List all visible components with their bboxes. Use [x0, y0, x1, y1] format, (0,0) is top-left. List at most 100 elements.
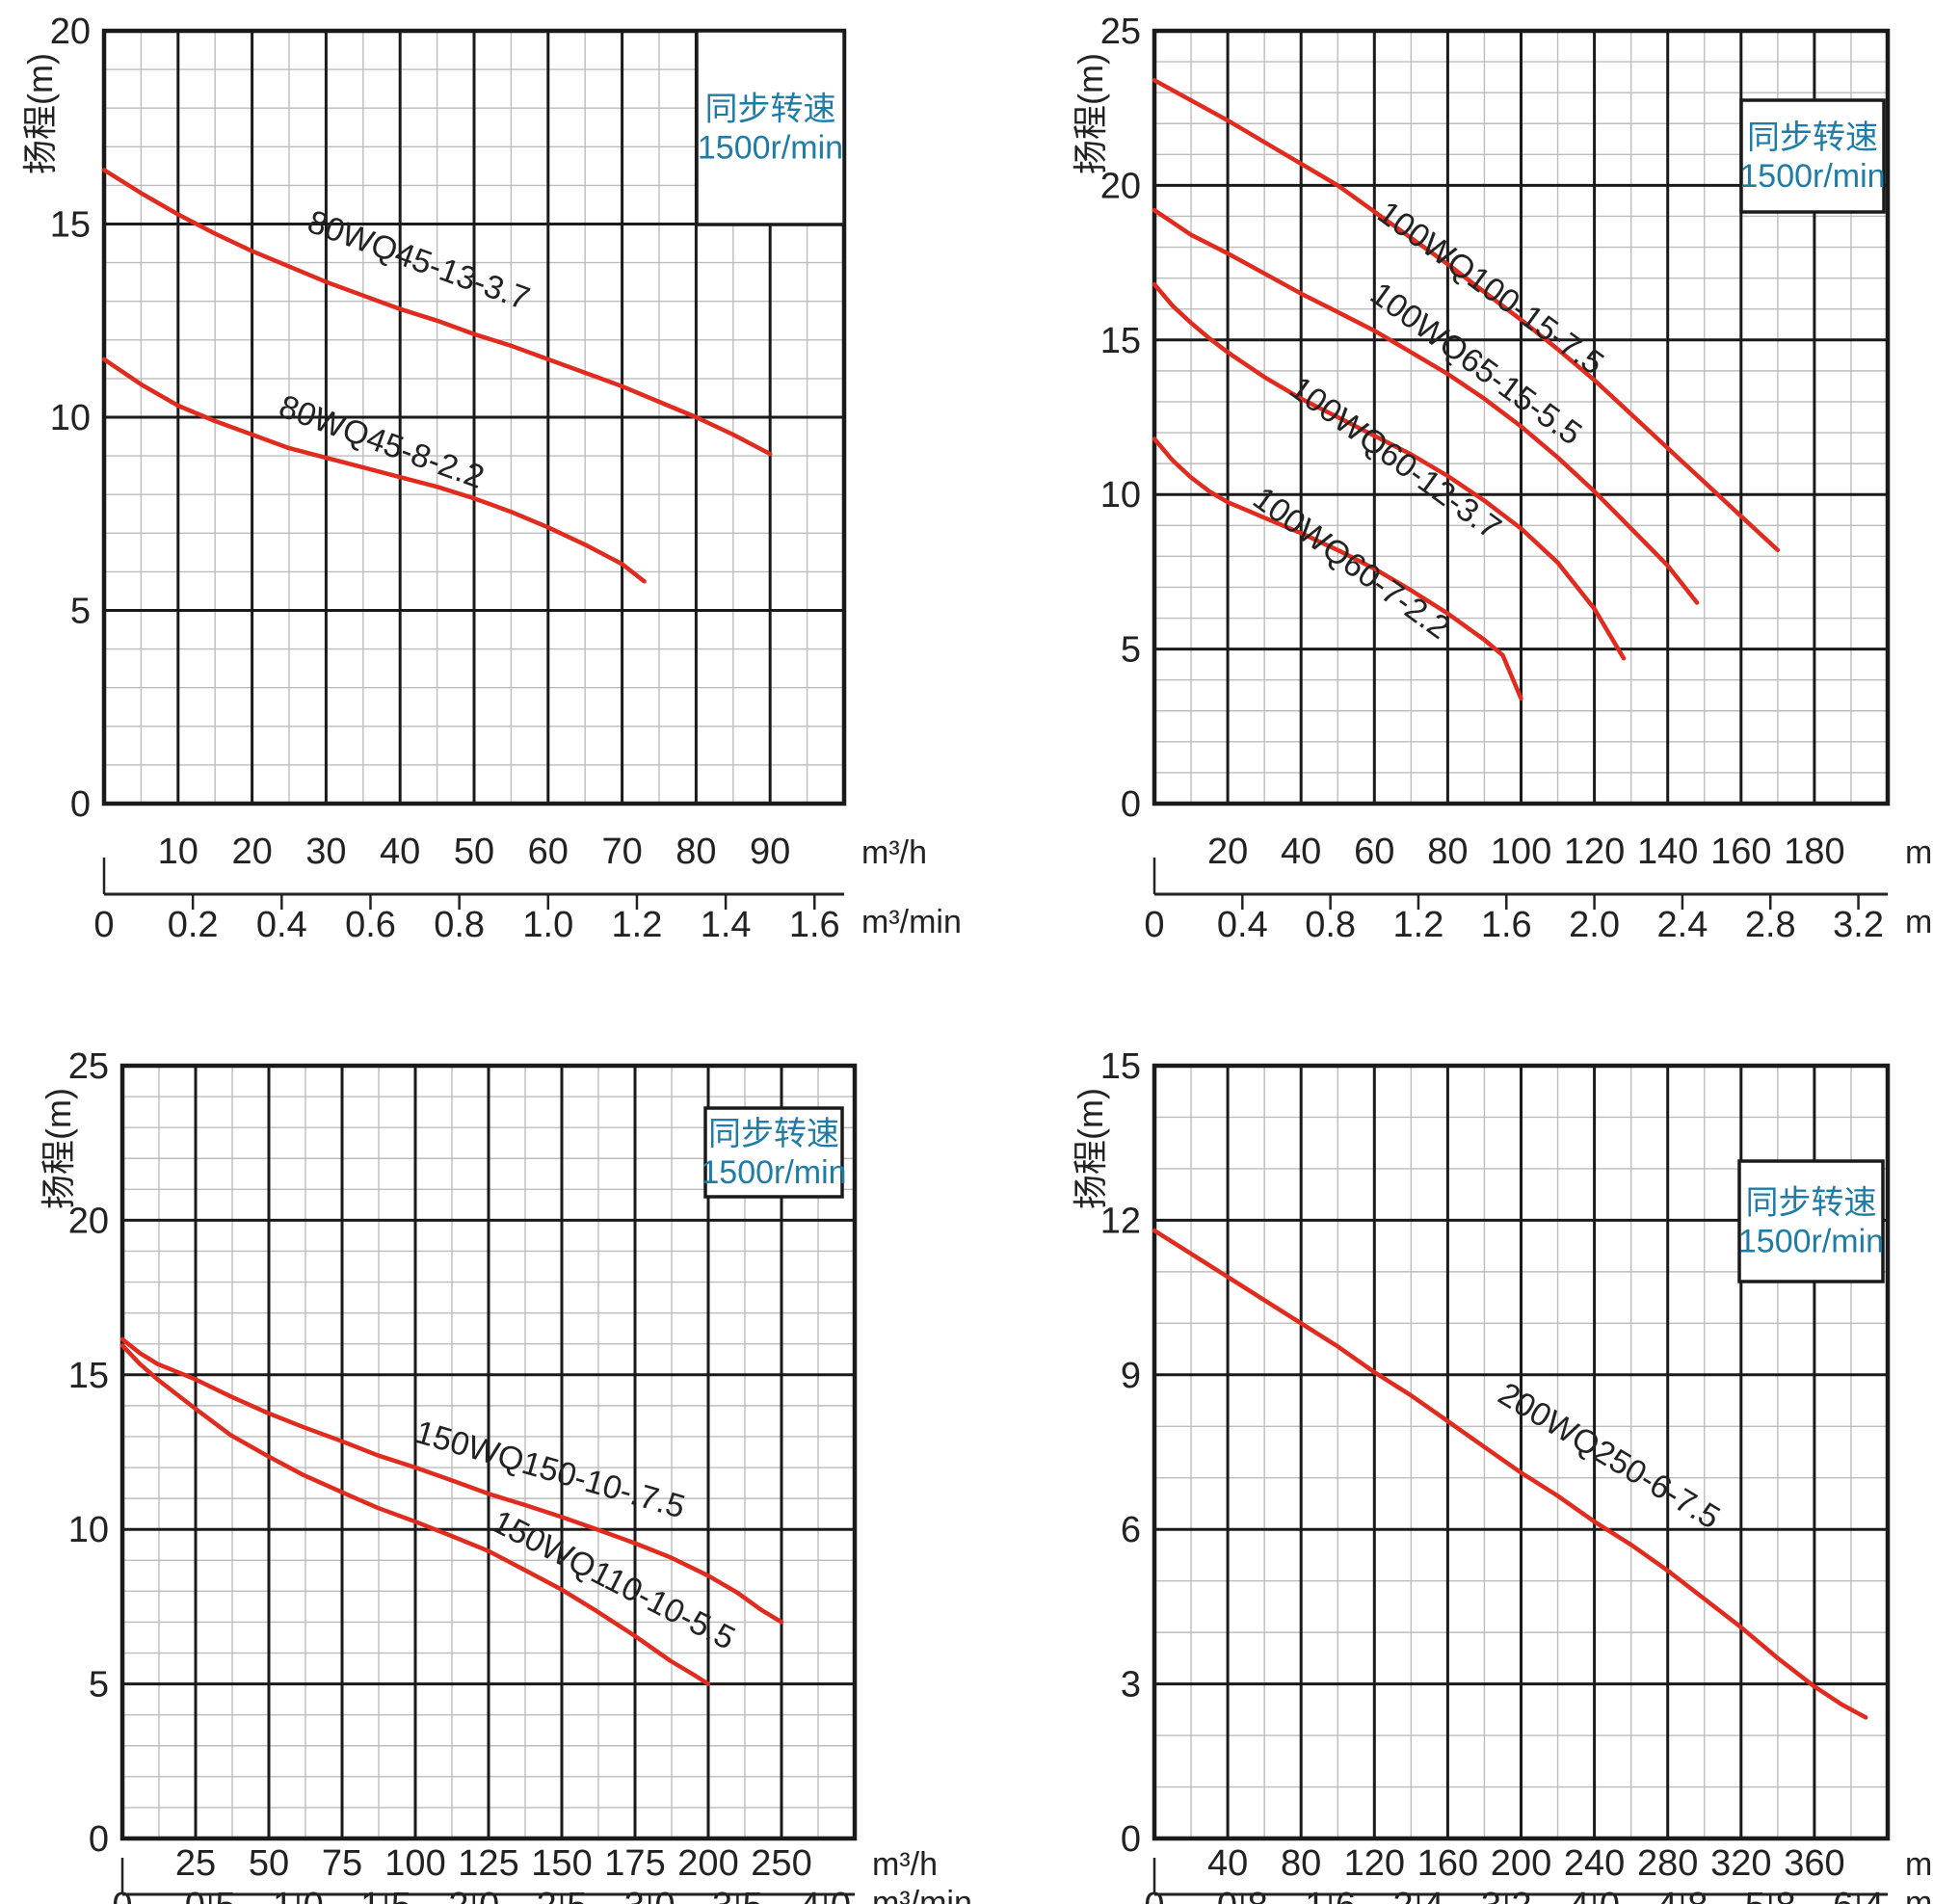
legend-sync-speed-label: 同步转速	[1746, 1185, 1877, 1222]
svg-text:120: 120	[1344, 1843, 1405, 1884]
curve-label: 80WQ45-8-2.2	[275, 388, 490, 496]
svg-text:90: 90	[750, 832, 790, 872]
svg-text:15: 15	[68, 1356, 109, 1396]
svg-text:180: 180	[1784, 832, 1844, 872]
y-axis-title: 扬程(m)	[1071, 1088, 1110, 1209]
pump-curve	[1152, 436, 1523, 701]
svg-text:6.4: 6.4	[1833, 1886, 1884, 1904]
svg-text:40: 40	[1207, 1843, 1248, 1884]
svg-text:0: 0	[112, 1886, 132, 1904]
x-axis-h-unit: m³/h	[872, 1846, 938, 1883]
svg-text:2.0: 2.0	[448, 1886, 499, 1904]
svg-text:3.2: 3.2	[1481, 1886, 1532, 1904]
svg-text:3.0: 3.0	[624, 1886, 675, 1904]
x-axis-min-ticks: 0 0.8 1.6 2.4 3.2 4.0 4.8 5.8 6.4	[1144, 1886, 1884, 1904]
svg-text:40: 40	[380, 832, 420, 872]
svg-text:25: 25	[1100, 12, 1141, 52]
chart-100wq: 同步转速1500r/min100WQ100-15-7.5100WQ65-15-5…	[1071, 12, 1933, 945]
x-axis-h-ticks: 20 40 60 80 100 120 140 160 180	[1207, 832, 1845, 872]
svg-text:3.2: 3.2	[1833, 905, 1884, 945]
pump-curve	[1152, 207, 1700, 605]
curve-label: 80WQ45-13-3.7	[303, 203, 534, 317]
svg-text:1.5: 1.5	[360, 1886, 411, 1904]
x-axis-min-unit: m³/min	[872, 1885, 972, 1904]
svg-text:2.0: 2.0	[1569, 905, 1620, 945]
y-axis-ticks: 0 3 6 9 12 15	[1100, 1046, 1141, 1860]
x-axis-min-line	[1152, 858, 1888, 910]
svg-text:20: 20	[1207, 832, 1248, 872]
svg-text:10: 10	[50, 398, 91, 438]
svg-text:70: 70	[601, 832, 642, 872]
pump-curve	[1152, 1228, 1868, 1720]
pump-curve	[101, 357, 647, 584]
legend-sync-speed-value: 1500r/min	[698, 130, 843, 167]
svg-text:0.8: 0.8	[434, 905, 485, 945]
x-axis-h-unit: m³/h	[861, 834, 927, 871]
svg-text:60: 60	[528, 832, 569, 872]
svg-text:80: 80	[675, 832, 716, 872]
svg-text:0.4: 0.4	[1217, 905, 1268, 945]
svg-text:280: 280	[1637, 1843, 1698, 1884]
x-axis-min-unit: m³/min	[1905, 904, 1933, 940]
svg-text:3.5: 3.5	[712, 1886, 763, 1904]
svg-text:0.5: 0.5	[185, 1886, 236, 1904]
x-axis-min-ticks: 0 0.2 0.4 0.6 0.8 1.0 1.2 1.4 1.6	[93, 905, 839, 945]
curve-label: 100WQ60-7-2.2	[1246, 480, 1456, 647]
svg-text:1.2: 1.2	[612, 905, 663, 945]
svg-text:25: 25	[68, 1046, 109, 1087]
svg-text:10: 10	[68, 1510, 109, 1550]
curve-label: 100WQ65-15-5.5	[1364, 276, 1588, 453]
svg-text:140: 140	[1637, 832, 1698, 872]
svg-text:200: 200	[1491, 1843, 1551, 1884]
curve-label: 150WQ150-10-.7.5	[411, 1414, 689, 1525]
svg-text:150: 150	[531, 1843, 592, 1884]
svg-text:0: 0	[70, 784, 91, 825]
svg-text:10: 10	[158, 832, 199, 872]
legend-sync-speed-label: 同步转速	[708, 1116, 839, 1152]
svg-text:360: 360	[1784, 1843, 1844, 1884]
y-axis-title: 扬程(m)	[1071, 53, 1110, 174]
chart-panel-100wq: 同步转速 1500r/min 100WQ100-15-7.5 100WQ65-15-5…	[1005, 12, 1933, 967]
svg-text:6: 6	[1121, 1510, 1141, 1550]
svg-text:5.8: 5.8	[1745, 1886, 1796, 1904]
pump-curve	[119, 1336, 784, 1625]
svg-text:0.4: 0.4	[256, 905, 307, 945]
x-axis-min-ticks: 0 0.5 1.0 1.5 2.0 2.5 3.0 3.5 4.0	[112, 1886, 851, 1904]
svg-text:0.2: 0.2	[168, 905, 219, 945]
legend-box	[695, 29, 846, 226]
y-axis-ticks: 0 5 10 15 20 25	[1100, 12, 1141, 825]
legend-box	[703, 1106, 844, 1199]
plot-border	[1152, 28, 1891, 807]
svg-text:2.4: 2.4	[1393, 1886, 1444, 1904]
svg-text:12: 12	[1100, 1201, 1141, 1241]
svg-text:10: 10	[1100, 475, 1141, 516]
svg-text:40: 40	[1281, 832, 1321, 872]
svg-text:200: 200	[677, 1843, 738, 1884]
svg-text:4.0: 4.0	[800, 1886, 851, 1904]
svg-text:120: 120	[1564, 832, 1625, 872]
svg-text:125: 125	[458, 1843, 518, 1884]
svg-text:30: 30	[305, 832, 346, 872]
svg-text:2.5: 2.5	[537, 1886, 588, 1904]
svg-text:5: 5	[1121, 630, 1141, 671]
svg-text:20: 20	[50, 12, 91, 52]
pump-curve	[1152, 281, 1627, 661]
svg-text:20: 20	[1100, 166, 1141, 206]
legend-sync-speed-label: 同步转速	[705, 92, 836, 128]
svg-text:15: 15	[1100, 1046, 1141, 1087]
pump-curve	[1152, 78, 1781, 553]
grid-major	[1154, 31, 1888, 804]
svg-text:0: 0	[93, 905, 114, 945]
svg-text:60: 60	[1354, 832, 1394, 872]
svg-text:0: 0	[89, 1819, 109, 1860]
y-axis-title: 扬程(m)	[20, 53, 60, 174]
svg-text:20: 20	[231, 832, 272, 872]
x-axis-min-unit: m³/min	[861, 904, 962, 940]
svg-text:0: 0	[1144, 1886, 1164, 1904]
svg-text:0: 0	[1144, 905, 1164, 945]
svg-text:100: 100	[1491, 832, 1551, 872]
